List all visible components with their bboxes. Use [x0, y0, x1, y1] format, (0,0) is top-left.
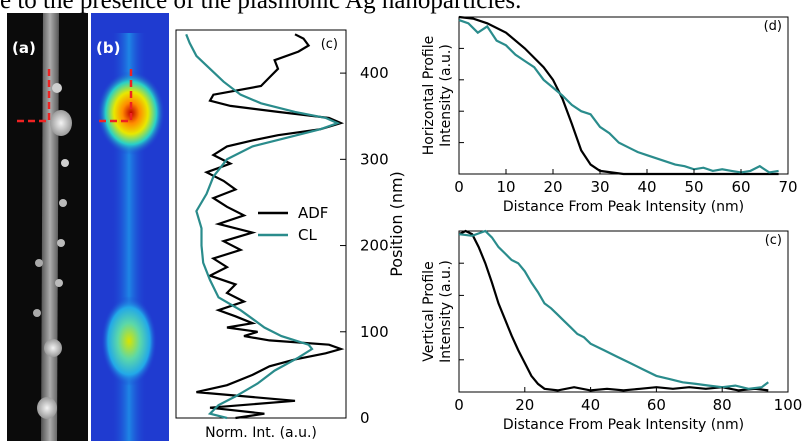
y-axis-label: Position (nm) — [387, 171, 406, 277]
cl-intensity-map — [97, 33, 165, 441]
xtick-label: 100 — [774, 396, 803, 414]
figure-caption: e to the presence of the plasmonic Ag na… — [0, 0, 522, 14]
ytick-label: 400 — [360, 64, 389, 82]
panel-label-d: (d) — [764, 19, 782, 34]
x-axis-label-d: Distance From Peak Intensity (nm) — [503, 199, 744, 215]
cl-map-panel: (b) — [91, 13, 169, 441]
panel-c-label: (c) — [321, 37, 338, 52]
adf-image-panel: (a) — [7, 13, 88, 441]
xtick-label: 0 — [454, 178, 464, 196]
xtick-label: 40 — [637, 178, 656, 196]
xtick-label: 0 — [454, 396, 464, 414]
profile-marker-lines — [17, 68, 51, 123]
xtick-label: 20 — [543, 178, 562, 196]
panel-b-label: (b) — [96, 39, 121, 57]
series-line-adf-c — [196, 33, 345, 420]
xtick-label: 50 — [684, 178, 703, 196]
ytick-label: 0 — [360, 409, 370, 427]
ytick-label: 100 — [360, 323, 389, 341]
plot-frame-d — [458, 16, 789, 175]
xtick-label: 10 — [496, 178, 515, 196]
profile-marker-lines-cl — [99, 68, 133, 123]
xtick-label: 40 — [581, 396, 600, 414]
adf-nanowire-image — [17, 13, 72, 441]
series-line-cl-c — [185, 33, 341, 420]
panel-label-c2: (c) — [765, 233, 782, 248]
y-axis-label-line2-d: Intensity (a.u.) — [438, 44, 454, 147]
ytick-label: 200 — [360, 237, 389, 255]
x-axis-label-c2: Distance From Peak Intensity (nm) — [503, 417, 744, 433]
xtick-label: 80 — [713, 396, 732, 414]
series-line-adf-d — [458, 15, 779, 176]
x-axis-label: Norm. Int. (a.u.) — [205, 425, 317, 441]
xtick-label: 70 — [778, 178, 797, 196]
y-axis-label-line2-c2: Intensity (a.u.) — [438, 260, 454, 363]
y-axis-label-line1-c2: Vertical Profile — [421, 261, 437, 361]
series-line-cl-c2 — [458, 229, 769, 390]
panel-a-label: (a) — [12, 39, 36, 57]
ytick-label: 300 — [360, 150, 389, 168]
legend-label-adf: ADF — [298, 204, 328, 222]
plot-frame-c2 — [458, 230, 789, 393]
xtick-label: 60 — [731, 178, 750, 196]
series-line-cl-d — [458, 19, 779, 174]
xtick-label: 20 — [515, 396, 534, 414]
plot-c-frame — [175, 29, 347, 419]
legend-label-cl: CL — [298, 226, 317, 244]
xtick-label: 60 — [647, 396, 666, 414]
xtick-label: 30 — [590, 178, 609, 196]
series-line-adf-c2 — [458, 229, 769, 392]
y-axis-label-line1-d: Horizontal Profile — [421, 36, 437, 155]
